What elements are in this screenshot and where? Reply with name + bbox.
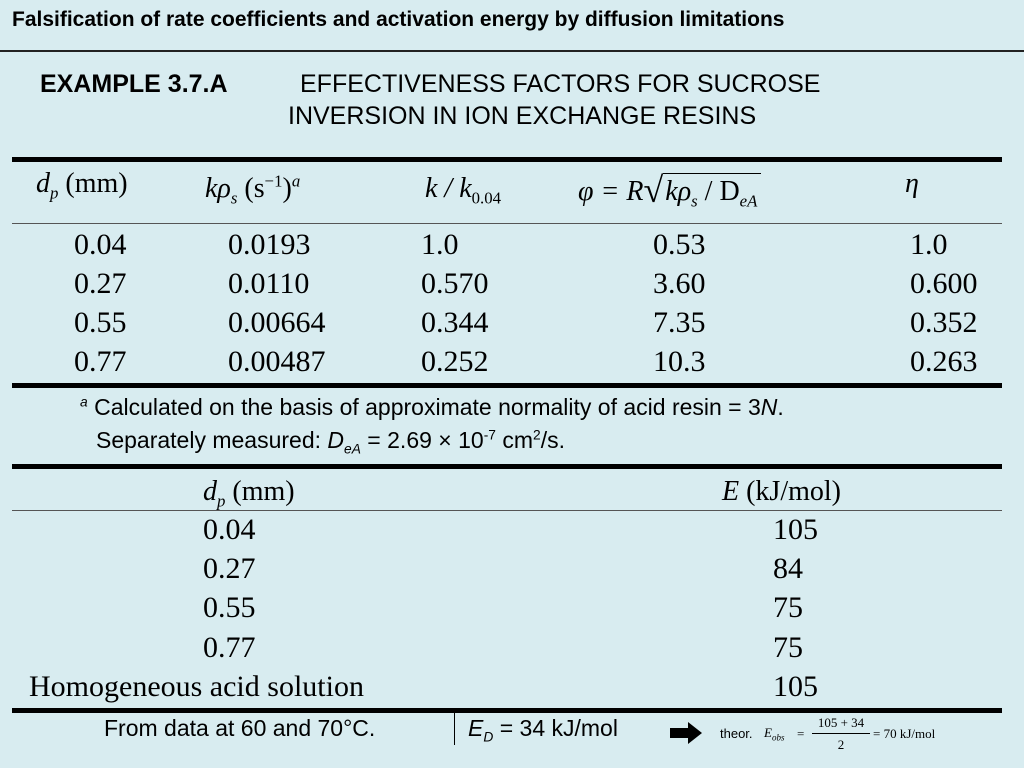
example-title-line-1: EFFECTIVENESS FACTORS FOR SUCROSE xyxy=(300,70,821,98)
table1-cell-eta: 0.263 xyxy=(910,345,978,378)
table1-header-krho: kρs (s−1)a xyxy=(205,171,301,208)
table1-cell-dp: 0.77 xyxy=(74,345,127,378)
footnote-line-1: a Calculated on the basis of approximate… xyxy=(80,394,784,420)
table1-cell-phi: 3.60 xyxy=(653,267,706,300)
table1-header-kratio: k / k0.04 xyxy=(425,173,502,208)
theor-label: theor. xyxy=(720,726,753,741)
footer-note: From data at 60 and 70°C. xyxy=(104,715,376,741)
table1-cell-kratio: 1.0 xyxy=(421,228,459,261)
table2-cell-dp: 0.04 xyxy=(203,513,256,546)
table1-header-dp: dp (mm) xyxy=(36,168,128,203)
table1-cell-krho: 0.00487 xyxy=(228,345,326,378)
table2-top-rule xyxy=(12,464,1002,469)
theor-result: = 70 kJ/mol xyxy=(873,726,936,741)
table2-header-energy: E (kJ/mol) xyxy=(722,476,841,507)
table2-cell-dp: Homogeneous acid solution xyxy=(29,670,364,703)
table1-cell-eta: 0.352 xyxy=(910,306,978,339)
table1-cell-eta: 1.0 xyxy=(910,228,948,261)
header-divider xyxy=(0,50,1024,52)
table1-cell-phi: 7.35 xyxy=(653,306,706,339)
table1-cell-dp: 0.04 xyxy=(74,228,127,261)
table2-cell-energy: 75 xyxy=(773,591,803,624)
slide-title: Falsification of rate coefficients and a… xyxy=(12,8,785,31)
footer-divider xyxy=(454,713,455,745)
theor-equals: = xyxy=(797,726,805,741)
table2-header-dp: dp (mm) xyxy=(203,476,295,511)
table2-cell-energy: 105 xyxy=(773,670,818,703)
table1-cell-phi: 10.3 xyxy=(653,345,706,378)
theor-fraction-bar xyxy=(812,733,870,734)
table2-cell-energy: 75 xyxy=(773,631,803,664)
table2-cell-dp: 0.27 xyxy=(203,552,256,585)
table1-cell-phi: 0.53 xyxy=(653,228,706,261)
table2-header-rule xyxy=(12,510,1002,511)
table2-cell-dp: 0.77 xyxy=(203,631,256,664)
table2-cell-energy: 84 xyxy=(773,552,803,585)
theor-denominator: 2 xyxy=(837,737,845,752)
table1-cell-dp: 0.27 xyxy=(74,267,127,300)
table2-cell-energy: 105 xyxy=(773,513,818,546)
table1-cell-kratio: 0.344 xyxy=(421,306,489,339)
theor-eobs: Eobs xyxy=(764,725,785,743)
table1-header-eta: η xyxy=(905,168,919,199)
table1-cell-kratio: 0.252 xyxy=(421,345,489,378)
example-label: EXAMPLE 3.7.A xyxy=(40,70,228,98)
table1-top-rule xyxy=(12,157,1002,162)
table2-cell-dp: 0.55 xyxy=(203,591,256,624)
table1-cell-krho: 0.0193 xyxy=(228,228,311,261)
footer-ed-value: ED = 34 kJ/mol xyxy=(468,715,618,745)
table1-header-rule xyxy=(12,223,1002,224)
table1-cell-kratio: 0.570 xyxy=(421,267,489,300)
table1-bottom-rule xyxy=(12,383,1002,388)
table1-cell-krho: 0.00664 xyxy=(228,306,326,339)
table1-cell-dp: 0.55 xyxy=(74,306,127,339)
table1-cell-eta: 0.600 xyxy=(910,267,978,300)
example-title-line-2: INVERSION IN ION EXCHANGE RESINS xyxy=(288,102,757,130)
table1-cell-krho: 0.0110 xyxy=(228,267,310,300)
right-arrow-icon xyxy=(670,722,702,744)
table2-bottom-rule xyxy=(12,708,1002,713)
sqrt-icon: √ xyxy=(643,170,664,210)
footnote-line-2: Separately measured: DeA = 2.69 × 10-7 c… xyxy=(96,427,566,457)
table1-header-thiele: φ = R√kρs / DeA xyxy=(578,170,762,210)
theor-numerator: 105 + 34 xyxy=(817,715,865,730)
